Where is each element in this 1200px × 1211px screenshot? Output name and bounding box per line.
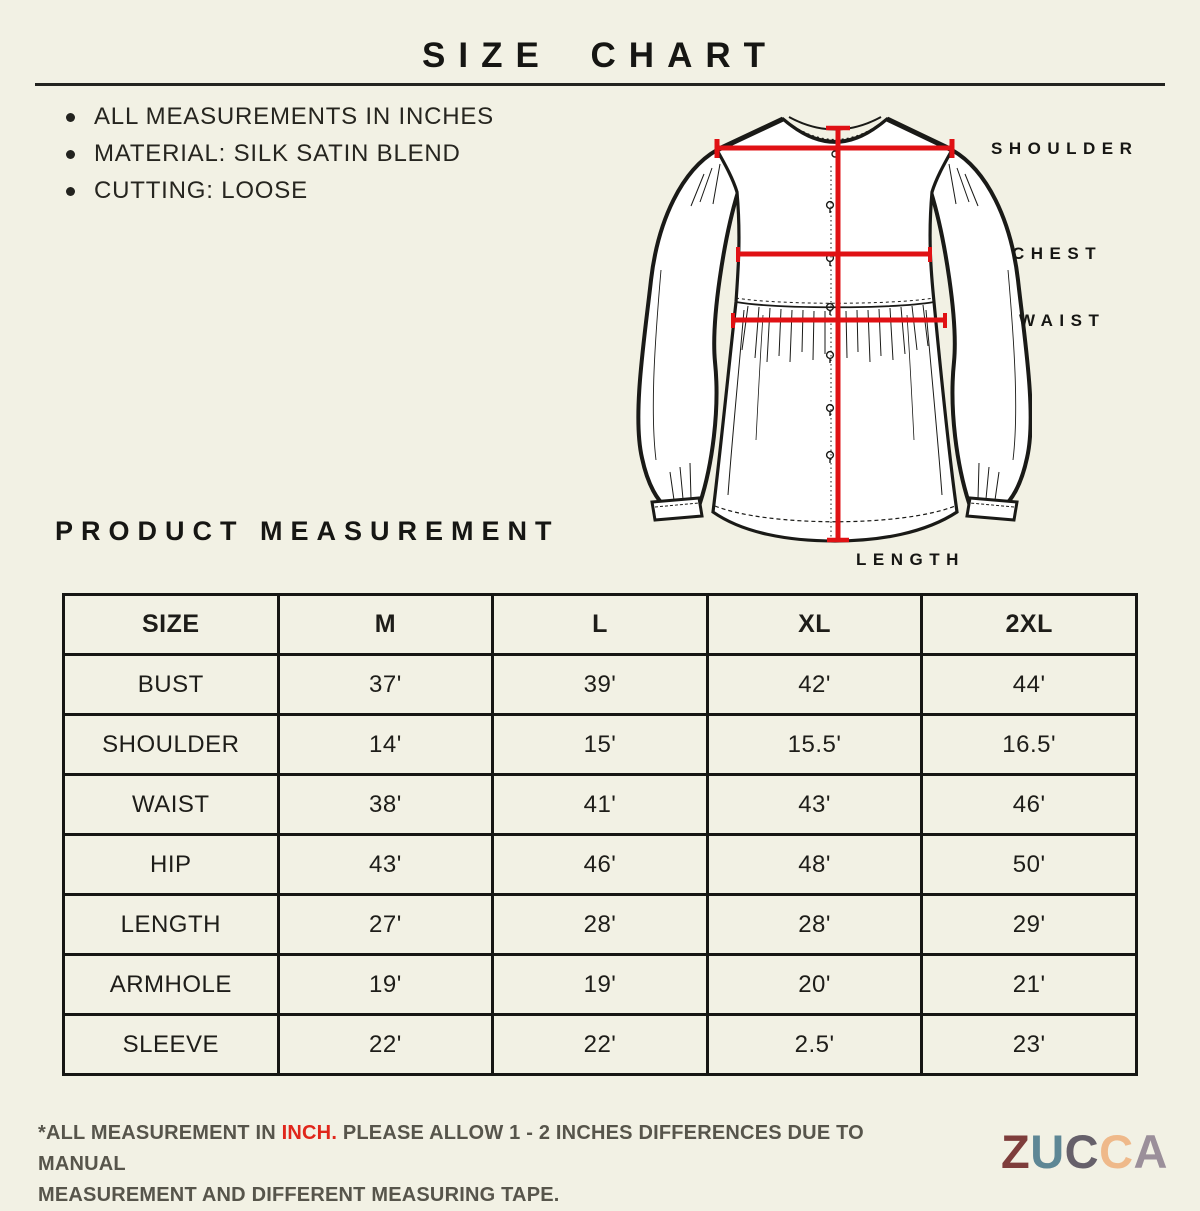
- col-header-l: L: [491, 593, 709, 656]
- row-label: LENGTH: [62, 893, 280, 956]
- table-row: BUST 37' 39' 42' 44': [62, 653, 1138, 716]
- cell-value: 20': [705, 953, 924, 1016]
- brand-letter: U: [1030, 1125, 1065, 1178]
- cell-value: 28': [491, 893, 709, 956]
- cell-value: 19': [276, 953, 495, 1016]
- cell-value: 37': [276, 653, 495, 716]
- notes-list: ALL MEASUREMENTS IN INCHES MATERIAL: SIL…: [66, 103, 494, 214]
- bullet-icon: [66, 186, 75, 196]
- cell-value: 29': [920, 893, 1138, 956]
- cell-value: 42': [705, 653, 924, 716]
- cell-value: 21': [920, 953, 1138, 1016]
- note-item: ALL MEASUREMENTS IN INCHES: [66, 103, 494, 131]
- table-row: SLEEVE 22' 22' 2.5' 23': [62, 1013, 1138, 1076]
- row-label: HIP: [62, 833, 280, 896]
- cell-value: 43': [276, 833, 495, 896]
- footer-note: *ALL MEASUREMENT IN INCH. PLEASE ALLOW 1…: [38, 1118, 938, 1211]
- brand-letter: A: [1133, 1125, 1168, 1178]
- cell-value: 50': [920, 833, 1138, 896]
- row-label: ARMHOLE: [62, 953, 280, 1016]
- table-row: WAIST 38' 41' 43' 46': [62, 773, 1138, 836]
- cell-value: 48': [705, 833, 924, 896]
- cell-value: 27': [276, 893, 495, 956]
- title-divider: [35, 83, 1165, 86]
- cell-value: 43': [705, 773, 924, 836]
- note-item: CUTTING: LOOSE: [66, 177, 494, 205]
- table-header-row: SIZE M L XL 2XL: [62, 593, 1138, 656]
- brand-letter: C: [1064, 1125, 1100, 1178]
- row-label: SLEEVE: [62, 1013, 280, 1076]
- cell-value: 22': [276, 1013, 495, 1076]
- table-row: HIP 43' 46' 48' 50': [62, 833, 1138, 896]
- row-label: SHOULDER: [62, 713, 280, 776]
- note-text: ALL MEASUREMENTS IN INCHES: [94, 103, 494, 130]
- cell-value: 19': [491, 953, 709, 1016]
- page-title: SIZE CHART: [422, 36, 778, 75]
- table-row: ARMHOLE 19' 19' 20' 21': [62, 953, 1138, 1016]
- bullet-icon: [66, 149, 75, 159]
- col-header-xl: XL: [705, 593, 924, 656]
- col-header-m: M: [276, 593, 495, 656]
- table-row: LENGTH 27' 28' 28' 29': [62, 893, 1138, 956]
- waist-label: WAIST: [1019, 311, 1106, 330]
- cell-value: 14': [276, 713, 495, 776]
- col-header-size: SIZE: [62, 593, 280, 656]
- footer-line-2: MEASUREMENT AND DIFFERENT MEASURING TAPE…: [38, 1184, 560, 1206]
- cell-value: 39': [491, 653, 709, 716]
- cell-value: 15': [491, 713, 709, 776]
- brand-logo: ZUCCA: [1001, 1128, 1168, 1175]
- cell-value: 22': [491, 1013, 709, 1076]
- cell-value: 28': [705, 893, 924, 956]
- cell-value: 2.5': [705, 1013, 924, 1076]
- measurement-lines: [714, 125, 955, 543]
- col-header-2xl: 2XL: [920, 593, 1138, 656]
- brand-letter: C: [1099, 1125, 1134, 1178]
- row-label: BUST: [62, 653, 280, 716]
- table-row: SHOULDER 14' 15' 15.5' 16.5': [62, 713, 1138, 776]
- size-table: SIZE M L XL 2XL BUST 37' 39' 42' 44' SHO…: [62, 593, 1138, 1076]
- blouse-illustration: [636, 116, 1032, 543]
- length-label: LENGTH: [856, 550, 965, 569]
- bullet-icon: [66, 112, 75, 122]
- cell-value: 41': [491, 773, 709, 836]
- cell-value: 16.5': [920, 713, 1138, 776]
- row-label: WAIST: [62, 773, 280, 836]
- footer-line-1: *ALL MEASUREMENT IN INCH. PLEASE ALLOW 1…: [38, 1122, 864, 1175]
- cell-value: 23': [920, 1013, 1138, 1076]
- cell-value: 15.5': [705, 713, 924, 776]
- cell-value: 38': [276, 773, 495, 836]
- note-text: CUTTING: LOOSE: [94, 177, 308, 204]
- section-heading: PRODUCT MEASUREMENT: [55, 516, 560, 546]
- cell-value: 46': [491, 833, 709, 896]
- note-text: MATERIAL: SILK SATIN BLEND: [94, 140, 461, 167]
- shoulder-label: SHOULDER: [991, 139, 1139, 158]
- cell-value: 46': [920, 773, 1138, 836]
- note-item: MATERIAL: SILK SATIN BLEND: [66, 140, 494, 168]
- inch-highlight: INCH.: [281, 1122, 338, 1144]
- chest-label: CHEST: [1012, 244, 1103, 263]
- cell-value: 44': [920, 653, 1138, 716]
- brand-letter: Z: [1000, 1125, 1031, 1178]
